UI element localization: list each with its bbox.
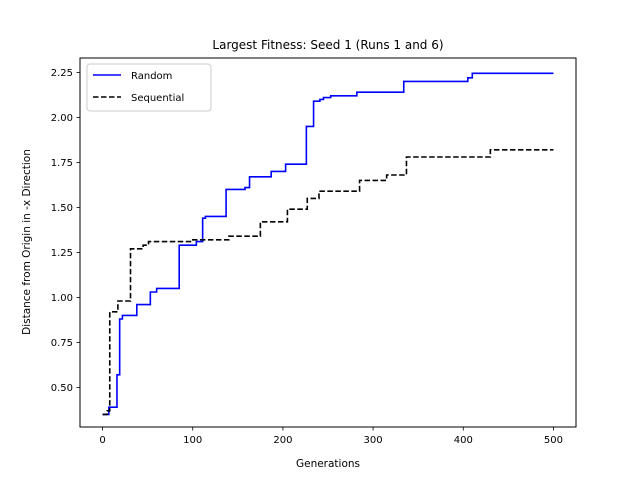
y-tick-label: 1.25 [51, 248, 73, 259]
chart-title: Largest Fitness: Seed 1 (Runs 1 and 6) [212, 38, 443, 52]
y-tick-label: 1.75 [51, 158, 73, 169]
legend-label-sequential: Sequential [131, 93, 184, 104]
legend: Random Sequential [86, 63, 212, 112]
x-tick-label: 100 [183, 435, 202, 446]
plot-frame [79, 57, 577, 428]
x-tick-label: 400 [454, 435, 473, 446]
y-axis: 0.50 0.75 1.00 1.25 1.50 1.75 2.00 2.25 [51, 68, 80, 394]
x-tick-label: 500 [544, 435, 563, 446]
y-tick-label: 0.75 [51, 338, 73, 349]
y-tick-label: 2.25 [51, 68, 73, 79]
y-tick-label: 1.00 [51, 293, 73, 304]
x-axis-label: Generations [296, 458, 360, 470]
y-axis-label: Distance from Origin in -x Direction [21, 149, 33, 335]
series-line-sequential [102, 149, 554, 416]
series-line-random [102, 72, 554, 416]
x-axis: 0 100 200 300 400 500 [99, 427, 563, 446]
x-tick-label: 0 [99, 435, 105, 446]
y-tick-label: 0.50 [51, 383, 73, 394]
x-tick-label: 300 [364, 435, 383, 446]
y-tick-label: 2.00 [51, 113, 73, 124]
y-tick-label: 1.50 [51, 203, 73, 214]
x-tick-label: 200 [273, 435, 292, 446]
legend-label-random: Random [131, 71, 172, 82]
plot-lines [102, 72, 554, 416]
